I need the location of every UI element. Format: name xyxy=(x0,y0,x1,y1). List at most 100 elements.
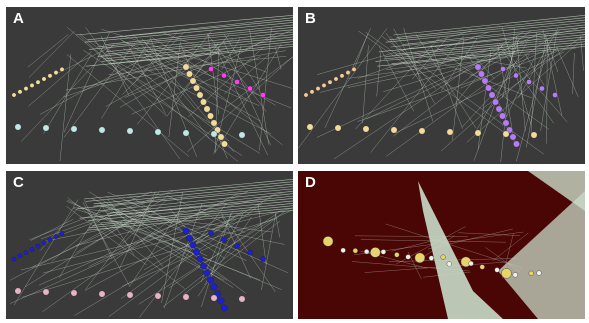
edge-line xyxy=(502,35,518,99)
graph-node xyxy=(70,289,78,297)
edge-line xyxy=(20,215,251,271)
edge-line xyxy=(187,45,265,118)
edge-line xyxy=(556,46,579,97)
edge-line xyxy=(129,206,246,294)
edge-line xyxy=(105,43,219,107)
edge-line xyxy=(385,55,492,70)
graph-node xyxy=(208,230,214,236)
edge-line xyxy=(393,15,585,36)
edge-line xyxy=(28,30,75,78)
edge-line xyxy=(73,207,273,233)
graph-node xyxy=(126,127,134,135)
edge-line xyxy=(366,43,525,120)
graph-node xyxy=(528,270,534,276)
edge-line xyxy=(119,50,222,108)
edge-line xyxy=(62,39,233,98)
edge-line xyxy=(440,47,559,152)
graph-node xyxy=(210,283,218,291)
edge-line xyxy=(471,52,495,79)
edge-line xyxy=(97,27,293,48)
edge-line xyxy=(129,207,183,286)
edge-line xyxy=(580,35,584,71)
graph-node xyxy=(14,123,22,131)
graph-node xyxy=(315,86,321,92)
edge-line xyxy=(67,199,225,281)
panel-label-d: D xyxy=(305,174,316,191)
graph-node xyxy=(35,243,41,249)
panel-label-a: A xyxy=(13,10,24,27)
edge-line xyxy=(403,27,434,122)
edge-line xyxy=(385,22,585,43)
graph-node xyxy=(481,77,489,85)
edge-line xyxy=(98,191,293,212)
edge-line xyxy=(207,33,267,112)
graph-node xyxy=(154,292,162,300)
graph-node xyxy=(41,76,47,82)
graph-node xyxy=(14,287,22,295)
edge-line xyxy=(44,209,198,242)
edge-line xyxy=(416,235,455,262)
edge-line xyxy=(43,54,92,134)
graph-node xyxy=(193,248,200,256)
edge-line xyxy=(365,31,515,141)
edge-line xyxy=(469,48,520,77)
edge-line xyxy=(161,191,184,304)
graph-node xyxy=(418,127,426,135)
edge-line xyxy=(100,54,153,80)
edge-line xyxy=(97,36,293,57)
edge-line xyxy=(530,32,537,134)
graph-node xyxy=(203,269,211,277)
edge-line xyxy=(460,47,553,89)
graph-node xyxy=(345,70,351,75)
graph-node xyxy=(502,130,510,138)
edge-line xyxy=(497,44,515,144)
graph-node xyxy=(488,91,496,99)
edge-line xyxy=(166,194,246,234)
edge-line xyxy=(66,54,189,157)
edge-line xyxy=(430,44,463,129)
edge-line xyxy=(89,29,293,50)
graph-node xyxy=(238,295,246,303)
edge-line xyxy=(485,247,521,273)
graph-node xyxy=(440,254,446,260)
edge-line xyxy=(84,216,223,291)
edge-line xyxy=(275,47,282,70)
edge-line xyxy=(391,43,585,65)
edge-line xyxy=(362,45,369,124)
edge-line xyxy=(257,202,267,264)
edge-line xyxy=(108,56,287,75)
edge-line xyxy=(83,178,293,200)
graph-node xyxy=(536,270,542,276)
edge-line xyxy=(79,35,168,117)
edge-line xyxy=(389,19,585,41)
panel-d: D xyxy=(298,171,585,319)
edge-line xyxy=(375,41,585,62)
graph-node xyxy=(41,240,47,246)
edge-line xyxy=(572,53,575,94)
edge-line xyxy=(386,30,560,157)
graph-node xyxy=(526,79,532,85)
graph-render-d xyxy=(322,171,585,319)
graph-node xyxy=(494,267,500,273)
edge-line xyxy=(376,52,382,97)
panel-label-b: B xyxy=(305,10,316,27)
graph-node xyxy=(59,231,65,236)
edge-line xyxy=(134,32,178,84)
edge-line xyxy=(148,48,228,71)
graph-node xyxy=(322,236,334,247)
panel-b: B xyxy=(298,7,585,164)
edge-line xyxy=(204,213,244,285)
graph-node xyxy=(186,70,193,78)
graph-node xyxy=(221,236,227,243)
graph-node xyxy=(42,124,50,132)
edge-line xyxy=(191,32,278,81)
panel-label-c: C xyxy=(13,174,24,191)
edge-line xyxy=(84,22,293,43)
graph-node xyxy=(29,83,35,88)
graph-node xyxy=(189,241,197,249)
graph-node xyxy=(154,128,162,136)
edge-line xyxy=(39,53,153,115)
edge-line xyxy=(31,211,150,268)
edge-line xyxy=(40,206,80,251)
edge-line xyxy=(381,36,544,155)
